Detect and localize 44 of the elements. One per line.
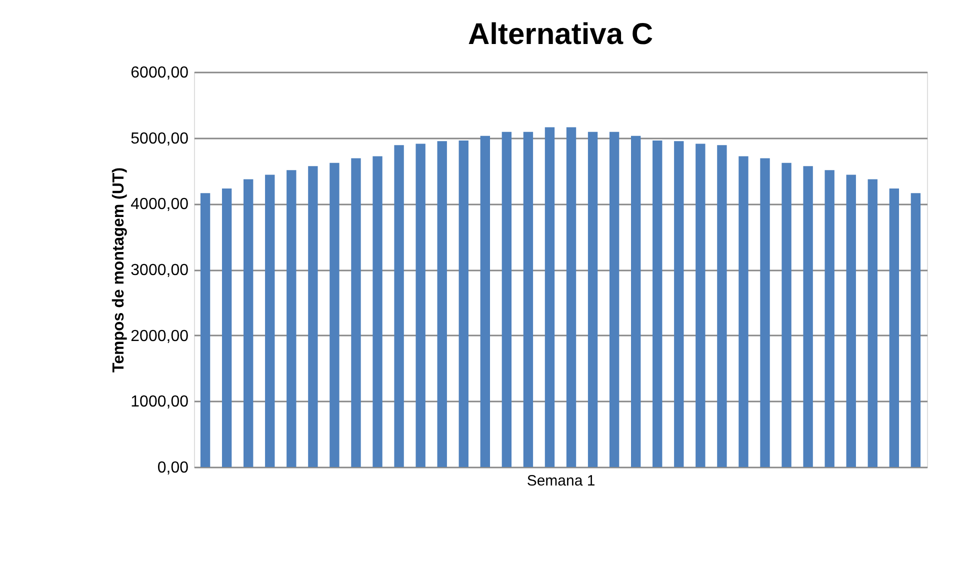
bar <box>265 174 275 467</box>
y-tick-label: 4000,00 <box>130 196 189 214</box>
bar <box>631 136 641 467</box>
bar <box>566 127 576 467</box>
bar <box>480 136 490 467</box>
bar <box>308 166 318 467</box>
y-axis-title: Tempos de montagem (UT) <box>110 167 128 373</box>
bar <box>889 188 900 467</box>
bar <box>372 156 382 467</box>
bar <box>458 140 468 467</box>
bar <box>717 145 727 467</box>
bar <box>502 132 512 467</box>
bar <box>868 179 878 467</box>
bar <box>609 132 620 467</box>
bar <box>652 140 662 467</box>
bar <box>200 193 210 467</box>
bar <box>286 170 296 467</box>
bar <box>588 132 598 467</box>
chart-title: Alternativa C <box>468 18 654 51</box>
y-tick-label: 0,00 <box>157 460 189 476</box>
y-tick-label: 2000,00 <box>130 328 189 345</box>
bar <box>222 188 232 467</box>
bar <box>523 132 534 467</box>
bar <box>846 174 856 467</box>
bar <box>330 162 340 467</box>
bar <box>244 179 254 467</box>
bar <box>674 141 684 467</box>
y-tick-label: 1000,00 <box>130 394 189 411</box>
bar <box>803 166 813 467</box>
bar <box>696 144 706 467</box>
bar <box>760 158 770 467</box>
bar <box>910 193 921 467</box>
y-tick-label: 5000,00 <box>130 130 189 148</box>
x-axis-title: Semana 1 <box>526 472 596 490</box>
bar <box>824 170 834 467</box>
y-tick-label: 6000,00 <box>130 64 189 82</box>
bar <box>394 145 404 467</box>
bar <box>544 127 555 467</box>
bar <box>351 158 361 467</box>
bar <box>416 144 426 467</box>
bar <box>782 162 792 467</box>
y-tick-label: 3000,00 <box>130 262 189 279</box>
bar <box>437 141 447 467</box>
bar <box>738 156 748 467</box>
